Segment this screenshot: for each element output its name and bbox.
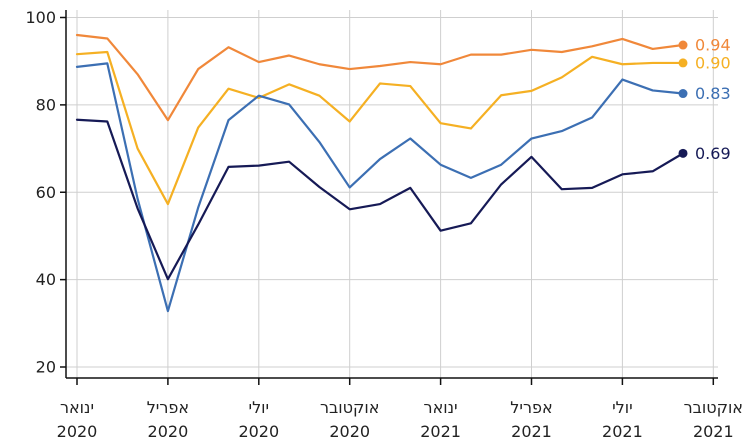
series-end-point (678, 40, 688, 50)
series-lines (75, 33, 688, 313)
x-tick-label-year: 2021 (420, 422, 461, 441)
series-line-2 (75, 62, 685, 313)
x-tick-label-month: אוקטובר (684, 398, 743, 417)
series-end-point (678, 89, 688, 99)
x-tick-label-year: 2020 (148, 422, 189, 441)
y-tick-label: 80 (36, 95, 56, 114)
y-tick-label: 40 (36, 270, 56, 289)
x-tick-label-month: אוקטובר (320, 398, 379, 417)
x-tick-label-month: אפריל (147, 398, 189, 417)
series-end-label: 0.69 (695, 144, 731, 163)
series-end-label: 0.83 (695, 84, 731, 103)
x-tick-label-month: יולי (612, 398, 633, 417)
x-tick-label-year: 2020 (329, 422, 370, 441)
series-end-label: 0.94 (695, 36, 731, 55)
x-tick-label-month: ינואר (60, 398, 94, 417)
x-tick-label-year: 2021 (602, 422, 643, 441)
x-tick-label-month: אפריל (510, 398, 552, 417)
series-line-0 (75, 33, 685, 122)
axes: 20 40 60 80 100 ינואר 2020 אפריל 2020 יולי 2020 אוק… (25, 8, 743, 441)
x-tick-label-year: 2020 (57, 422, 98, 441)
series-end-label: 0.90 (695, 53, 731, 72)
y-tick-label: 20 (36, 358, 56, 377)
x-tick-label-month: ינואר (424, 398, 458, 417)
x-tick-label-year: 2021 (693, 422, 734, 441)
series-end-point (678, 58, 688, 68)
series-line-1 (75, 50, 685, 206)
series-line-3 (75, 118, 685, 281)
series-end-point (678, 148, 688, 158)
x-tick-label-month: יולי (248, 398, 269, 417)
y-tick-label: 60 (36, 183, 56, 202)
end-labels: 0.940.90 0.83 0.69 (695, 36, 731, 163)
x-tick-label-year: 2021 (511, 422, 552, 441)
grid-lines (66, 10, 718, 378)
x-tick-label-year: 2020 (238, 422, 279, 441)
y-tick-label: 100 (25, 8, 56, 27)
